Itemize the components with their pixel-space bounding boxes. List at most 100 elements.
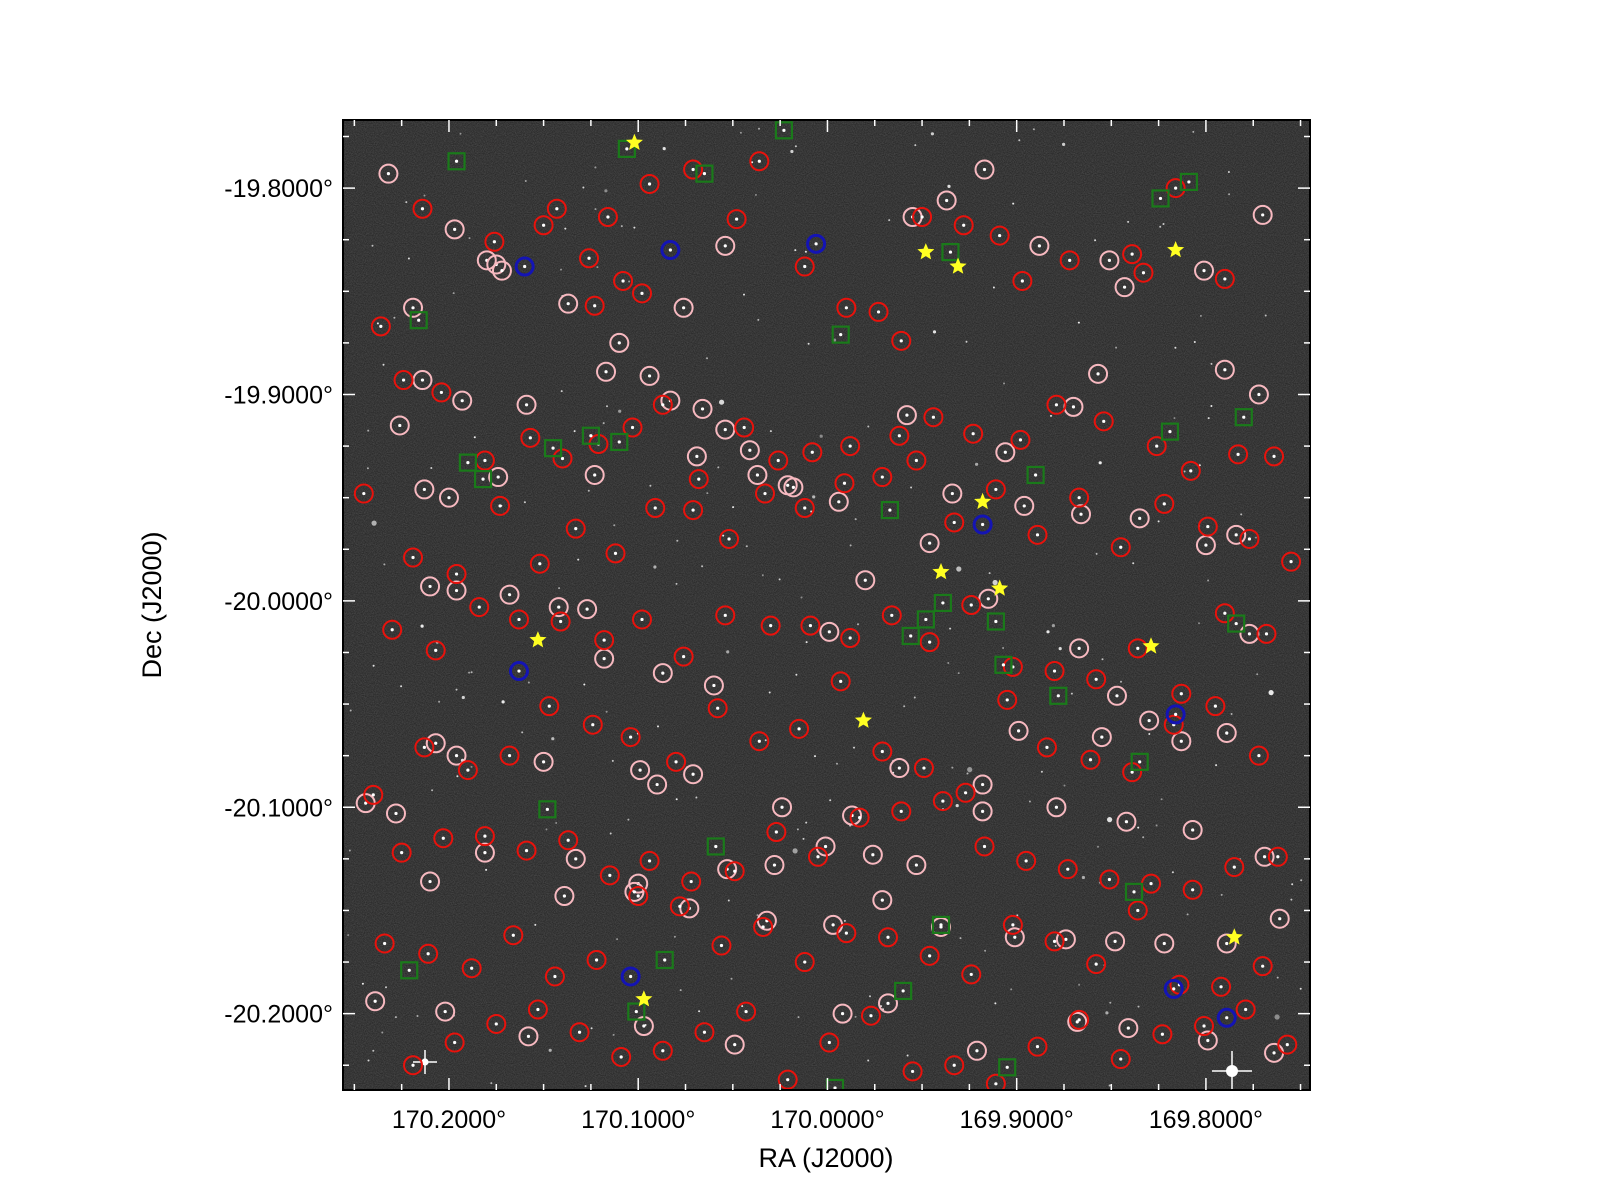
field-star bbox=[743, 293, 745, 296]
field-star bbox=[1215, 764, 1218, 767]
field-star bbox=[849, 544, 852, 547]
field-star bbox=[558, 587, 561, 590]
field-star bbox=[366, 467, 369, 470]
field-star bbox=[903, 705, 906, 708]
field-star bbox=[814, 755, 816, 758]
marker-pink-circle bbox=[420, 871, 441, 892]
field-star bbox=[470, 671, 473, 674]
field-star bbox=[501, 700, 505, 704]
marker-red-circle bbox=[711, 935, 732, 956]
marker-pink-circle bbox=[1182, 819, 1203, 840]
marker-red-circle bbox=[944, 512, 965, 533]
marker-pink-circle bbox=[855, 570, 876, 591]
marker-pink-circle bbox=[596, 361, 617, 382]
field-star bbox=[992, 286, 995, 289]
field-star bbox=[932, 330, 937, 334]
marker-pink-circle bbox=[414, 479, 435, 500]
marker-red-circle bbox=[628, 886, 649, 906]
field-star bbox=[965, 340, 968, 343]
field-star bbox=[994, 1002, 997, 1005]
field-star bbox=[381, 1031, 384, 1034]
field-star bbox=[1290, 898, 1293, 901]
marker-red-circle bbox=[639, 173, 660, 194]
field-star bbox=[819, 434, 823, 438]
marker-pink-circle bbox=[889, 758, 910, 779]
field-star bbox=[1003, 382, 1005, 385]
marker-yellow-star bbox=[991, 579, 1009, 596]
marker-red-circle bbox=[1133, 262, 1154, 283]
field-star bbox=[393, 316, 396, 319]
marker-red-circle bbox=[1235, 999, 1256, 1020]
field-star bbox=[679, 989, 682, 992]
marker-blue-circle bbox=[806, 233, 827, 254]
field-star bbox=[548, 1048, 552, 1052]
field-star bbox=[620, 225, 623, 228]
field-star bbox=[612, 1033, 615, 1036]
field-star bbox=[423, 194, 426, 197]
marker-pink-circle bbox=[639, 365, 660, 386]
marker-pink-circle bbox=[747, 464, 768, 485]
field-star bbox=[761, 574, 764, 577]
x-axis-title: RA (J2000) bbox=[758, 1143, 893, 1173]
x-tick-label: 170.0000° bbox=[770, 1106, 884, 1134]
field-star bbox=[551, 737, 555, 741]
field-star bbox=[1230, 713, 1233, 715]
marker-red-circle bbox=[760, 615, 781, 636]
marker-pink-circle bbox=[1248, 384, 1269, 405]
marker-red-circle bbox=[1127, 638, 1148, 659]
marker-pink-circle bbox=[703, 675, 724, 696]
marker-pink-circle bbox=[772, 797, 793, 818]
y-axis-title: Dec (J2000) bbox=[137, 531, 167, 678]
marker-pink-circle bbox=[896, 405, 917, 426]
field-star bbox=[602, 422, 605, 425]
marker-yellow-star bbox=[529, 631, 547, 648]
marker-pink-circle bbox=[1226, 524, 1247, 545]
marker-pink-circle bbox=[420, 576, 441, 597]
field-star bbox=[741, 1005, 744, 1008]
marker-pink-circle bbox=[609, 332, 630, 353]
marker-pink-circle bbox=[389, 415, 410, 436]
field-star bbox=[485, 868, 488, 871]
field-star bbox=[605, 710, 608, 713]
field-star bbox=[867, 1059, 870, 1062]
field-star bbox=[949, 627, 952, 630]
marker-red-circle bbox=[414, 737, 435, 758]
marker-blue-circle bbox=[660, 240, 681, 261]
field-star bbox=[596, 266, 599, 269]
marker-red-circle bbox=[834, 473, 855, 494]
field-star bbox=[405, 201, 408, 204]
axis-ticks bbox=[343, 120, 1310, 1090]
marker-pink-circle bbox=[444, 219, 465, 240]
marker-red-circle bbox=[503, 925, 524, 946]
marker-pink-circle bbox=[1216, 722, 1237, 743]
field-star bbox=[1220, 893, 1223, 896]
marker-pink-circle bbox=[777, 475, 798, 496]
marker-red-circle bbox=[913, 758, 934, 779]
marker-red-circle bbox=[382, 619, 403, 640]
field-star bbox=[812, 495, 816, 499]
marker-red-circle bbox=[878, 927, 899, 948]
image-noise bbox=[343, 120, 1310, 1090]
field-star bbox=[854, 518, 857, 521]
field-star bbox=[461, 695, 465, 700]
field-star bbox=[807, 342, 810, 345]
marker-pink-circle bbox=[862, 844, 883, 865]
marker-red-circle bbox=[550, 611, 571, 632]
field-star bbox=[468, 671, 471, 674]
marker-red-circle bbox=[1165, 178, 1186, 199]
field-star bbox=[1018, 139, 1021, 142]
field-star bbox=[1193, 341, 1196, 343]
field-star bbox=[653, 565, 657, 569]
field-star bbox=[1101, 658, 1104, 661]
marker-blue-circle bbox=[1216, 1007, 1237, 1028]
marker-blue-circle bbox=[1165, 704, 1186, 725]
field-star bbox=[420, 624, 424, 628]
field-star bbox=[394, 1016, 397, 1019]
marker-red-circle bbox=[579, 248, 600, 269]
field-star bbox=[869, 995, 871, 998]
marker-green-square bbox=[617, 139, 636, 158]
marker-red-circle bbox=[1228, 444, 1249, 465]
marker-pink-circle bbox=[1029, 235, 1050, 256]
marker-pink-circle bbox=[686, 446, 707, 467]
field-star bbox=[560, 268, 562, 271]
